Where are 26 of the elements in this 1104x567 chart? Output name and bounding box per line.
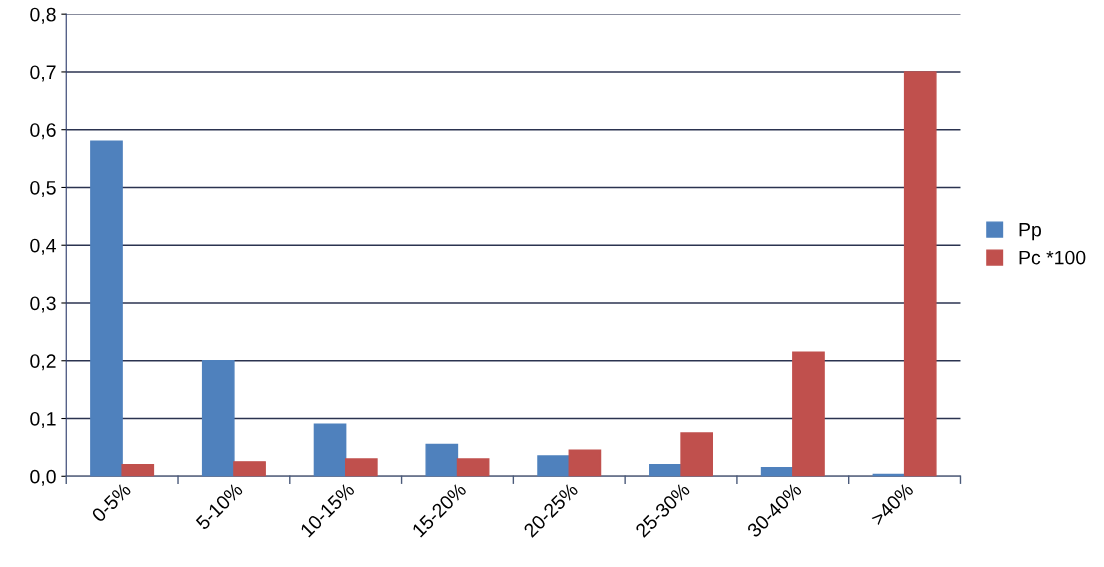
bar	[201, 360, 235, 477]
y-tick-label: 0,6	[30, 123, 56, 140]
bar	[425, 443, 459, 477]
bar	[649, 464, 682, 477]
y-tick-label: 0,7	[30, 65, 56, 82]
y-tick-label: 0,5	[30, 180, 56, 197]
bar	[121, 464, 155, 477]
bar	[537, 455, 570, 477]
y-tick-label: 0,4	[30, 238, 56, 255]
bar	[568, 449, 602, 477]
bar	[313, 423, 347, 477]
y-tick-label: 0,0	[30, 469, 56, 486]
bar	[233, 461, 266, 477]
bar	[456, 458, 490, 477]
y-tick-label: 0,1	[30, 411, 56, 429]
y-tick-label: 0,8	[30, 7, 56, 24]
bar	[903, 71, 937, 477]
legend-label: Pp	[1019, 222, 1041, 241]
legend-label: Pc *100	[1019, 250, 1086, 265]
bar	[792, 351, 825, 477]
bar	[760, 466, 794, 477]
bar	[680, 432, 714, 477]
y-tick-label: 0,3	[30, 296, 56, 313]
y-tick-label: 0,2	[30, 354, 56, 371]
bar	[344, 458, 378, 477]
bar	[90, 140, 123, 477]
